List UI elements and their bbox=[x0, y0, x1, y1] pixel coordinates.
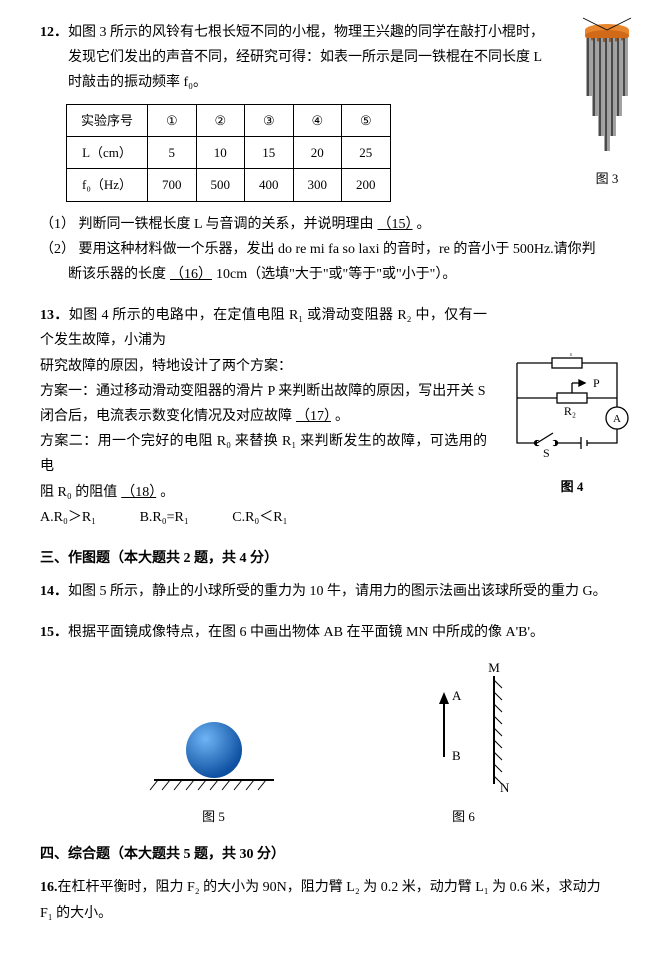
fig6-M-label: M bbox=[488, 662, 500, 675]
fig6-N-label: N bbox=[500, 780, 510, 792]
q14-number: 14． bbox=[40, 584, 68, 599]
q12-sub1: （1） 判断同一铁棍长度 L 与音调的关系，并说明理由（15）。 bbox=[40, 212, 627, 237]
q12-line-3: 时敲击的振动频率 f₀。 bbox=[40, 70, 627, 95]
table-row-f: f₀（Hz） 700 500 400 300 200 bbox=[67, 169, 391, 201]
fig6-B-label: B bbox=[452, 748, 461, 763]
tL-5: 25 bbox=[342, 136, 391, 168]
q12-number: 12． bbox=[40, 25, 68, 40]
tL-3: 15 bbox=[245, 136, 294, 168]
th-3: ③ bbox=[245, 104, 294, 136]
figure-6-container: M N A B 图 6 bbox=[404, 662, 524, 829]
mirror-diagram-icon: M N A B bbox=[404, 662, 524, 792]
tf-2: 500 bbox=[196, 169, 245, 201]
tf-0: f₀（Hz） bbox=[67, 169, 148, 201]
q12-sub2-b: 断该乐器的长度（16）10cm（选填"大于"或"等于"或"小于"）。 bbox=[40, 262, 627, 287]
q12-sub1-text: 判断同一铁棍长度 L 与音调的关系，并说明理由 bbox=[79, 217, 374, 232]
q12-line-1: 12．如图 3 所示的风铃有七根长短不同的小棍，物理王兴趣的同学在敲打小棍时， bbox=[40, 20, 627, 45]
tf-4: 300 bbox=[293, 169, 342, 201]
figure-4-container: R₁ P R₂ A S bbox=[507, 353, 637, 498]
figure-5-label: 图 5 bbox=[144, 805, 284, 828]
q16-number: 16. bbox=[40, 880, 58, 895]
th-5: ⑤ bbox=[342, 104, 391, 136]
q16-line-1: 16.在杠杆平衡时，阻力 F₂ 的大小为 90N，阻力臂 L₂ 为 0.2 米，… bbox=[40, 875, 627, 900]
tL-2: 10 bbox=[196, 136, 245, 168]
table-row-L: L（cm） 5 10 15 20 25 bbox=[67, 136, 391, 168]
q12-sub2-a: （2） 要用这种材料做一个乐器，发出 do re mi fa so laxi 的… bbox=[40, 237, 627, 262]
tf-3: 400 bbox=[245, 169, 294, 201]
q12-sub2-text-c: 10cm（选填"大于"或"等于"或"小于"）。 bbox=[216, 267, 456, 282]
experiment-table: 实验序号 ① ② ③ ④ ⑤ L（cm） 5 10 15 20 25 f₀（Hz… bbox=[66, 104, 391, 202]
opt-B: B.R₀=R₁ bbox=[140, 505, 189, 530]
circuit-R2-label: R₂ bbox=[564, 404, 576, 418]
q13-plan2-b-text: 阻 R₀ 的阻值 bbox=[40, 485, 117, 500]
q12-line-2: 发现它们发出的声音不同，经研究可得：如表一所示是同一铁棍在不同长度 L bbox=[40, 45, 627, 70]
q13-number: 13． bbox=[40, 308, 69, 323]
q12-text-a: 如图 3 所示的风铃有七根长短不同的小棍，物理王兴趣的同学在敲打小棍时， bbox=[68, 25, 544, 40]
q13-plan1-period: 。 bbox=[335, 409, 349, 424]
fig6-A-label: A bbox=[452, 688, 462, 703]
th-2: ② bbox=[196, 104, 245, 136]
th-0: 实验序号 bbox=[67, 104, 148, 136]
q14-text: 如图 5 所示，静止的小球所受的重力为 10 牛，请用力的图示法画出该球所受的重… bbox=[68, 584, 607, 599]
circuit-P-label: P bbox=[593, 376, 600, 390]
q15-number: 15． bbox=[40, 625, 68, 640]
figure-3-container: 图 3 bbox=[577, 16, 637, 191]
blank-17: （17） bbox=[292, 409, 335, 424]
th-4: ④ bbox=[293, 104, 342, 136]
q13-text-a: 如图 4 所示的电路中，在定值电阻 R₁ 或滑动变阻器 R₂ 中，仅有一个发生故… bbox=[40, 308, 487, 348]
q12-sub2-label: （2） bbox=[40, 242, 75, 257]
tf-5: 200 bbox=[342, 169, 391, 201]
question-13: R₁ P R₂ A S bbox=[40, 303, 627, 530]
tL-0: L（cm） bbox=[67, 136, 148, 168]
blank-16: （16） bbox=[166, 267, 216, 282]
figure-5-container: 图 5 bbox=[144, 702, 284, 829]
wind-chime-icon bbox=[577, 16, 637, 156]
blank-15: （15） bbox=[374, 217, 417, 232]
blank-18: （18） bbox=[117, 485, 160, 500]
question-12: 图 3 12．如图 3 所示的风铃有七根长短不同的小棍，物理王兴趣的同学在敲打小… bbox=[40, 20, 627, 287]
tf-1: 700 bbox=[148, 169, 197, 201]
figure-6-label: 图 6 bbox=[404, 805, 524, 828]
question-15: 15．根据平面镜成像特点，在图 6 中画出物体 AB 在平面镜 MN 中所成的像… bbox=[40, 620, 627, 645]
section-3-title: 三、作图题（本大题共 2 题，共 4 分） bbox=[40, 546, 627, 571]
q15-text: 根据平面镜成像特点，在图 6 中画出物体 AB 在平面镜 MN 中所成的像 A'… bbox=[68, 625, 544, 640]
q12-sub1-period: 。 bbox=[417, 217, 431, 232]
table-header-row: 实验序号 ① ② ③ ④ ⑤ bbox=[67, 104, 391, 136]
circuit-A-label: A bbox=[613, 413, 621, 425]
section-4-title: 四、综合题（本大题共 5 题，共 30 分） bbox=[40, 842, 627, 867]
q12-sub2-text-b: 断该乐器的长度 bbox=[68, 267, 166, 282]
th-1: ① bbox=[148, 104, 197, 136]
q16-line-2: F₁ 的大小。 bbox=[40, 901, 627, 926]
opt-C: C.R₀＜R₁ bbox=[232, 505, 287, 530]
q12-sub1-label: （1） bbox=[40, 217, 75, 232]
figure-3-label: 图 3 bbox=[577, 167, 637, 190]
tL-1: 5 bbox=[148, 136, 197, 168]
question-16: 16.在杠杆平衡时，阻力 F₂ 的大小为 90N，阻力臂 L₂ 为 0.2 米，… bbox=[40, 875, 627, 925]
figure-4-label: 图 4 bbox=[507, 475, 637, 498]
q12-sub2-text-a: 要用这种材料做一个乐器，发出 do re mi fa so laxi 的音时，r… bbox=[79, 242, 596, 257]
q13-plan1-b-text: 闭合后，电流表示数变化情况及对应故障 bbox=[40, 409, 292, 424]
figures-row: 图 5 M N A B 图 6 bbox=[40, 662, 627, 829]
ball-on-ground-icon bbox=[144, 702, 284, 792]
q13-line-1: 13．如图 4 所示的电路中，在定值电阻 R₁ 或滑动变阻器 R₂ 中，仅有一个… bbox=[40, 303, 627, 353]
circuit-R1-label: R₁ bbox=[561, 353, 573, 356]
circuit-diagram-icon: R₁ P R₂ A S bbox=[507, 353, 637, 463]
question-14: 14．如图 5 所示，静止的小球所受的重力为 10 牛，请用力的图示法画出该球所… bbox=[40, 579, 627, 604]
circuit-S-label: S bbox=[543, 446, 550, 460]
opt-A: A.R₀＞R₁ bbox=[40, 505, 96, 530]
q13-options: A.R₀＞R₁ B.R₀=R₁ C.R₀＜R₁ bbox=[40, 505, 627, 530]
q16-text-a: 在杠杆平衡时，阻力 F₂ 的大小为 90N，阻力臂 L₂ 为 0.2 米，动力臂… bbox=[58, 880, 601, 895]
q13-plan2-period: 。 bbox=[160, 485, 174, 500]
tL-4: 20 bbox=[293, 136, 342, 168]
